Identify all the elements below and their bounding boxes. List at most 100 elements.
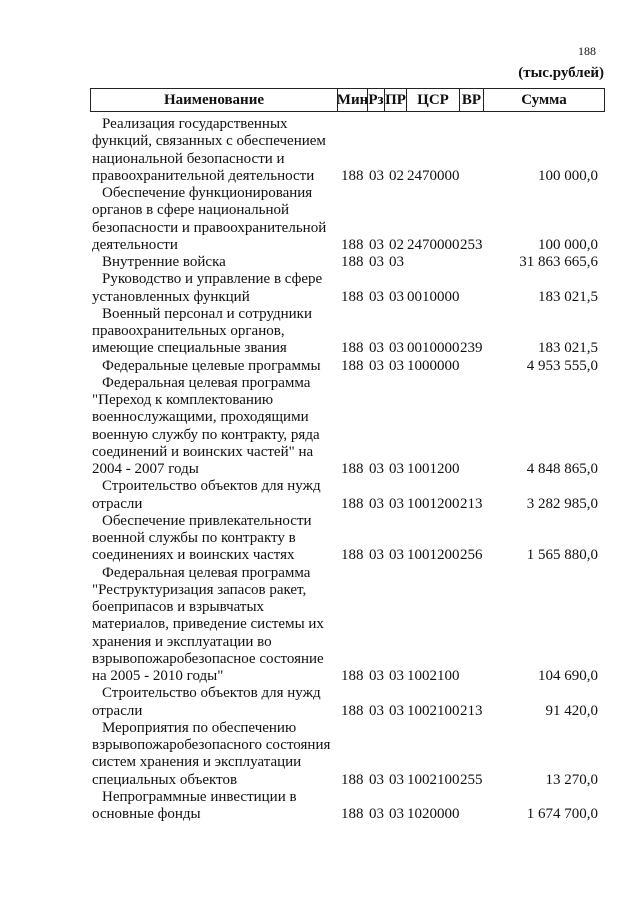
row-name-line: Непрограммные инвестиции в (102, 788, 297, 805)
row-name-line: боеприпасов и взрывчатых (92, 599, 265, 615)
row-name-line: материалов, приведение системы их (92, 616, 324, 633)
col-header-vr: ВР (459, 89, 483, 111)
cell-rz: 03 (369, 461, 384, 477)
row-name-line: отрасли (92, 702, 143, 719)
cell-vr: 213 (460, 495, 483, 512)
row-name: Реализация государственных функций, связа… (92, 116, 340, 185)
row-name-line: имеющие специальные звания (92, 340, 287, 357)
row-name-line: функций, связанных с обеспечением (92, 133, 326, 150)
table-row: Военный персонал и сотрудники правоохрани… (92, 306, 602, 358)
cell-rz: 03 (369, 340, 384, 357)
row-name-line: Федеральные целевые программы (102, 357, 321, 374)
table-row: Федеральная целевая программа "Переход к … (92, 375, 602, 479)
cell-vr: 213 (460, 702, 483, 719)
col-header-rz: Рз (367, 89, 384, 111)
units-label: (тыс.рублей) (518, 65, 604, 81)
row-name-line: Федеральная целевая программа (102, 564, 311, 581)
col-header-sum: Сумма (483, 89, 604, 111)
cell-min: 188 (341, 340, 364, 357)
cell-rz: 03 (369, 702, 384, 719)
table-row: Мероприятия по обеспечению взрывопожаробе… (92, 720, 602, 789)
row-codes: 188 03 03 1002100 104 690,0 (92, 668, 598, 685)
cell-min: 188 (341, 254, 364, 270)
row-codes: 188 03 03 1000000 4 953 555,0 (92, 358, 598, 375)
row-name-line: Обеспечение привлекательности (102, 512, 312, 529)
row-name-line: безопасности и правоохранительной (92, 219, 327, 236)
cell-pr: 03 (389, 495, 404, 512)
row-name-line: правоохранительных органов, (92, 323, 285, 339)
cell-csr: 1000000 (407, 357, 460, 374)
cell-min: 188 (341, 357, 364, 374)
cell-pr: 03 (389, 288, 404, 305)
cell-csr: 1002100 (407, 771, 460, 788)
cell-pr: 03 (389, 340, 404, 357)
table-row: Руководство и управление в сфере установл… (92, 271, 602, 306)
row-name-line: систем хранения и эксплуатации (92, 754, 302, 771)
row-name-line: "Реструктуризация запасов ракет, (92, 581, 307, 598)
cell-min: 188 (341, 547, 364, 564)
row-name-line: деятельности (92, 236, 178, 253)
row-name-line: Внутренние войска (102, 254, 226, 270)
table-row: Реализация государственных функций, связа… (92, 116, 602, 185)
cell-sum: 100 000,0 (538, 167, 598, 184)
cell-min: 188 (341, 668, 364, 684)
row-name-line: взрывопожаробезопасное состояние (92, 650, 324, 667)
table-row: Непрограммные инвестиции в основные фонды… (92, 789, 602, 824)
cell-rz: 03 (369, 357, 384, 374)
row-name: Обеспечение привлекательности военной слу… (92, 513, 340, 565)
cell-pr: 03 (389, 806, 404, 822)
cell-min: 188 (341, 702, 364, 719)
row-name: Внутренние войска (92, 254, 340, 271)
table-row: Федеральные целевые программы 188 03 03 1000… (92, 358, 602, 375)
row-codes: 188 03 03 0010000 239 183 021,5 (92, 340, 598, 357)
row-codes: 188 03 03 31 863 665,6 (92, 254, 598, 271)
row-codes: 188 03 02 2470000 253 100 000,0 (92, 237, 598, 254)
cell-csr: 2470000 (407, 167, 460, 184)
row-codes: 188 03 03 0010000 183 021,5 (92, 289, 598, 306)
row-name-line: военнослужащими, проходящими (92, 409, 309, 426)
cell-rz: 03 (369, 167, 384, 184)
row-name-line: Строительство объектов для нужд (102, 685, 321, 702)
table-body: Реализация государственных функций, связа… (92, 116, 602, 823)
cell-sum: 183 021,5 (538, 288, 598, 305)
row-name-line: Строительство объектов для нужд (102, 478, 321, 495)
row-codes: 188 03 02 2470000 100 000,0 (92, 168, 598, 185)
cell-sum: 1 565 880,0 (526, 547, 598, 564)
table-row: Обеспечение привлекательности военной слу… (92, 513, 602, 565)
row-name-line: органов в сфере национальной (92, 202, 290, 219)
cell-min: 188 (341, 167, 364, 184)
cell-csr: 1002100 (407, 702, 460, 719)
row-name: Непрограммные инвестиции в основные фонды (92, 789, 340, 824)
cell-sum: 4 953 555,0 (526, 357, 598, 374)
cell-min: 188 (341, 461, 364, 477)
row-name: Руководство и управление в сфере установл… (92, 271, 340, 306)
cell-sum: 31 863 665,6 (519, 254, 598, 270)
cell-rz: 03 (369, 288, 384, 305)
row-name-line: правоохранительной деятельности (92, 167, 315, 184)
cell-csr: 1002100 (407, 668, 460, 684)
cell-pr: 03 (389, 702, 404, 719)
table-row: Строительство объектов для нужд отрасли 18… (92, 685, 602, 720)
cell-sum: 104 690,0 (538, 668, 598, 684)
cell-csr: 0010000 (407, 340, 460, 357)
row-name-line: отрасли (92, 495, 143, 512)
row-name-line: Военный персонал и сотрудники (102, 305, 312, 322)
cell-rz: 03 (369, 236, 384, 253)
cell-pr: 03 (389, 461, 404, 477)
row-name-line: взрывопожаробезопасного состояния (92, 737, 331, 753)
cell-pr: 03 (389, 771, 404, 788)
cell-sum: 3 282 985,0 (526, 495, 598, 512)
row-name: Обеспечение функционирования органов в сф… (92, 185, 340, 254)
table-row: Федеральная целевая программа "Реструктур… (92, 565, 602, 686)
row-name-line: 2004 - 2007 годы (92, 461, 199, 477)
row-name: Федеральная целевая программа "Переход к … (92, 375, 340, 479)
cell-csr: 1001200 (407, 547, 460, 564)
col-header-pr: ПР (384, 89, 406, 111)
cell-rz: 03 (369, 806, 384, 822)
row-name-line: Мероприятия по обеспечению (102, 719, 297, 736)
row-name: Военный персонал и сотрудники правоохрани… (92, 306, 340, 358)
cell-csr: 2470000 (407, 236, 460, 253)
cell-pr: 03 (389, 357, 404, 374)
row-name-line: основные фонды (92, 806, 201, 822)
row-name: Федеральные целевые программы (92, 358, 340, 375)
